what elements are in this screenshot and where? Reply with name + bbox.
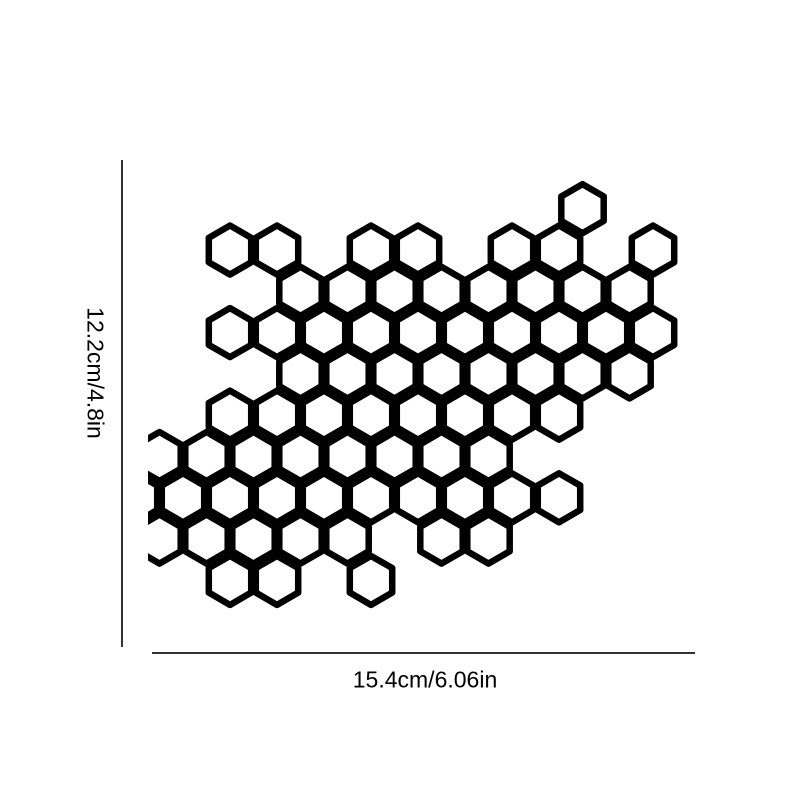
hexagon-cell — [205, 470, 255, 526]
hexagon-cell — [511, 263, 560, 320]
height-label: 12.2cm/4.8in — [82, 307, 109, 439]
hexagon-cell — [628, 304, 678, 361]
hexagon-cell — [393, 387, 443, 443]
hexagon-cell — [370, 428, 419, 485]
hexagon-cell — [393, 470, 443, 526]
hexagon-cell — [276, 428, 325, 485]
hexagon-cell — [346, 552, 396, 609]
hexagon-cell — [534, 387, 584, 443]
hexagon-cell — [252, 304, 302, 361]
hexagon-cell — [276, 511, 325, 567]
hexagon-cell — [276, 263, 325, 320]
hexagon-cell — [417, 346, 466, 402]
hexagon-cell — [558, 180, 607, 237]
hexagon-cell — [464, 428, 513, 485]
hexagon-cell — [299, 470, 349, 526]
hexagon-cell — [558, 346, 607, 402]
hexagon-cell — [182, 511, 231, 567]
hexagon-cell — [440, 470, 490, 526]
hexagon-cell — [487, 304, 537, 361]
hexagon-cell — [148, 428, 184, 485]
hexagon-cell — [511, 346, 560, 402]
hexagon-cell — [205, 304, 255, 361]
hexagon-cell — [487, 387, 537, 443]
hexagon-cell — [229, 511, 278, 567]
hexagon-cell — [534, 470, 584, 526]
hexagon-cell — [252, 387, 302, 443]
hexagon-cell — [252, 222, 302, 278]
hexagon-cell — [346, 222, 396, 278]
hexagon-cell — [346, 470, 396, 526]
hexagon-cell — [534, 222, 584, 278]
hexagon-cell — [417, 428, 466, 485]
hexagon-cell — [581, 304, 631, 361]
hexagon-cell — [393, 304, 443, 361]
hexagon-cell — [346, 304, 396, 361]
hexagon-cell — [370, 263, 419, 320]
hexagon-cell — [323, 263, 372, 320]
width-dimension-line — [152, 652, 695, 654]
hexagon-cell — [605, 346, 654, 402]
hexagon-cell — [440, 304, 490, 361]
hexagon-cell — [205, 552, 255, 609]
hexagon-cell — [464, 346, 513, 402]
hexagon-cell — [370, 346, 419, 402]
hexagon-cell — [464, 263, 513, 320]
hexagon-cell — [229, 428, 278, 485]
hexagon-cell — [393, 222, 443, 278]
hexagon-cell — [605, 263, 654, 320]
hexagon-cell — [323, 346, 372, 402]
hexagon-cell — [323, 428, 372, 485]
hexagon-cell — [440, 387, 490, 443]
hexagon-cell — [628, 222, 678, 278]
width-label: 15.4cm/6.06in — [352, 666, 498, 693]
hexagon-cell — [158, 470, 208, 526]
hexagon-cell — [346, 387, 396, 443]
hexagon-cell — [487, 470, 537, 526]
hexagon-cell — [205, 387, 255, 443]
hexagon-cell — [534, 304, 584, 361]
hexagon-cell — [558, 263, 607, 320]
hexagon-cell — [182, 428, 231, 485]
hexagon-cell — [417, 263, 466, 320]
hexagon-cell — [417, 511, 466, 567]
hexagon-cell — [299, 304, 349, 361]
hexagon-cell — [487, 222, 537, 278]
hexagon-cell — [252, 470, 302, 526]
height-dimension-line — [121, 160, 123, 647]
hexagon-cell — [148, 476, 161, 520]
hexagon-cell — [299, 387, 349, 443]
hexagon-cell — [276, 346, 325, 402]
hexagon-cell — [464, 511, 513, 567]
hexagon-cell — [148, 511, 184, 567]
hexagon-cell — [205, 222, 255, 278]
hexagon-cell — [252, 552, 302, 609]
hexagon-cell — [323, 511, 372, 567]
